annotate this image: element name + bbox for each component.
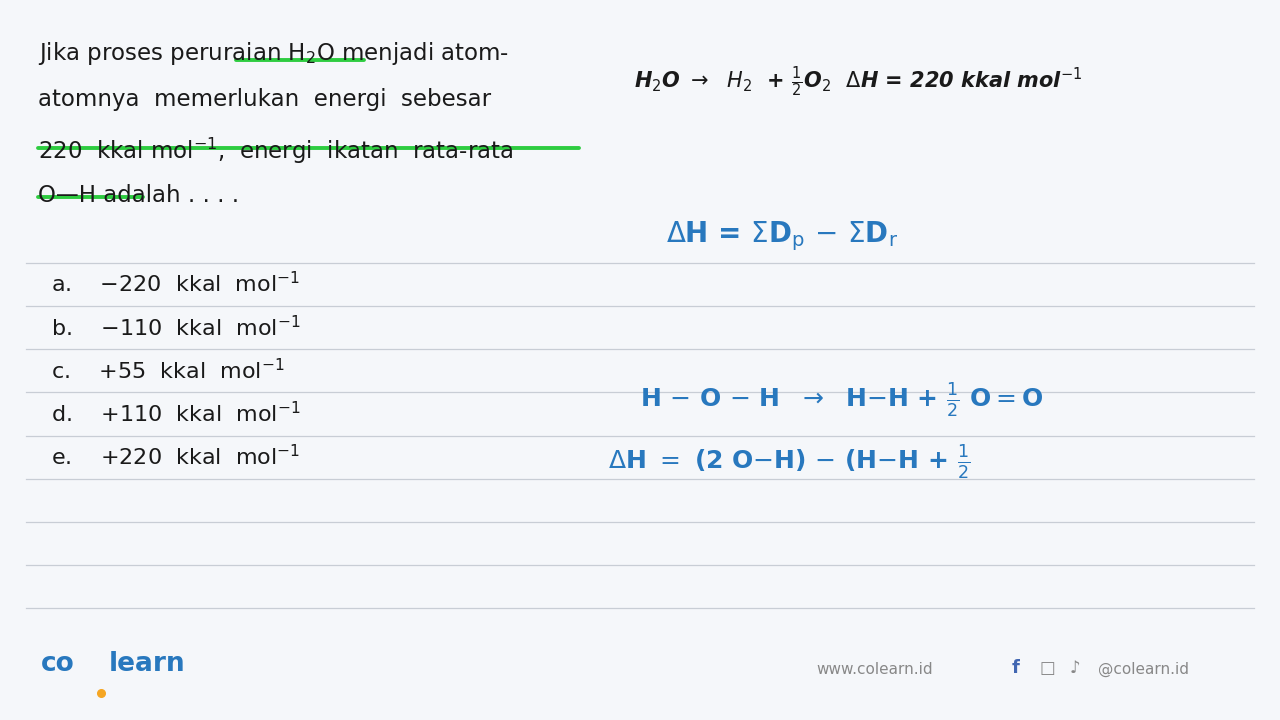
Text: learn: learn	[109, 651, 186, 677]
Text: $\Delta$H $=$ (2 O$-$H) $-$ (H$-$H + $\frac{1}{2}$: $\Delta$H $=$ (2 O$-$H) $-$ (H$-$H + $\f…	[608, 443, 970, 481]
Text: Jika proses peruraian H$_2$O menjadi atom-: Jika proses peruraian H$_2$O menjadi ato…	[38, 40, 509, 67]
Text: 220  kkal mol$^{-1}$,  energi  ikatan  rata-rata: 220 kkal mol$^{-1}$, energi ikatan rata-…	[38, 136, 513, 166]
Text: co: co	[41, 651, 74, 677]
Text: www.colearn.id: www.colearn.id	[817, 662, 933, 677]
Text: b.    −110  kkal  mol$^{-1}$: b. −110 kkal mol$^{-1}$	[51, 315, 301, 340]
Text: $\Delta$H = $\Sigma$D$_\mathrm{p}$ $-$ $\Sigma$D$_\mathrm{r}$: $\Delta$H = $\Sigma$D$_\mathrm{p}$ $-$ $…	[666, 220, 897, 253]
Text: H $-$ O $-$ H  $\rightarrow$  H$-$H + $\frac{1}{2}$ O$=$O: H $-$ O $-$ H $\rightarrow$ H$-$H + $\fr…	[640, 382, 1043, 420]
Text: O—H adalah . . . .: O—H adalah . . . .	[38, 184, 239, 207]
Text: e.    +220  kkal  mol$^{-1}$: e. +220 kkal mol$^{-1}$	[51, 444, 301, 469]
Text: @colearn.id: @colearn.id	[1098, 662, 1189, 677]
Text: H$_2$O $\rightarrow$  $\it{H_2}$  + $\frac{1}{2}$O$_2$  $\Delta$H = 220 kkal mol: H$_2$O $\rightarrow$ $\it{H_2}$ + $\frac…	[634, 65, 1082, 99]
Text: d.    +110  kkal  mol$^{-1}$: d. +110 kkal mol$^{-1}$	[51, 401, 301, 426]
Text: □: □	[1039, 659, 1055, 677]
Text: c.    +55  kkal  mol$^{-1}$: c. +55 kkal mol$^{-1}$	[51, 358, 284, 383]
Text: f: f	[1011, 659, 1019, 677]
Text: a.    −220  kkal  mol$^{-1}$: a. −220 kkal mol$^{-1}$	[51, 271, 301, 297]
Text: ♪: ♪	[1070, 659, 1080, 677]
Text: atomnya  memerlukan  energi  sebesar: atomnya memerlukan energi sebesar	[38, 88, 492, 111]
